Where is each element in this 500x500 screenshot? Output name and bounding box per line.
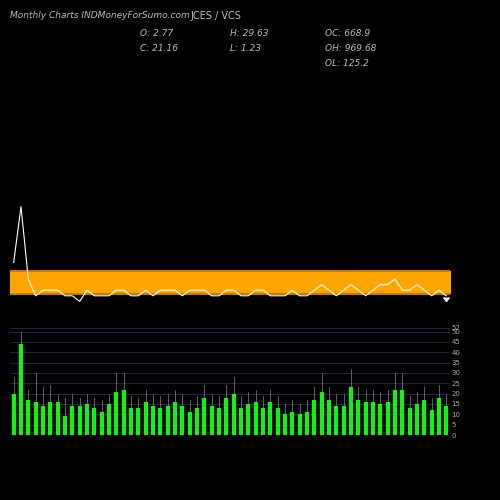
Bar	[34, 402, 38, 435]
Bar	[408, 408, 412, 435]
Bar	[63, 416, 67, 435]
Bar	[210, 406, 214, 435]
Bar	[85, 404, 89, 435]
Text: OH: 969.68: OH: 969.68	[325, 44, 376, 53]
Bar	[312, 400, 316, 435]
Bar	[356, 400, 360, 435]
Bar	[239, 408, 243, 435]
Bar	[202, 398, 206, 435]
Text: O: 2.77: O: 2.77	[140, 29, 173, 38]
Text: H: 29.63: H: 29.63	[230, 29, 268, 38]
Bar	[122, 390, 126, 435]
Text: OC: 668.9: OC: 668.9	[325, 29, 370, 38]
Bar	[41, 406, 45, 435]
Bar	[48, 402, 52, 435]
Bar	[400, 390, 404, 435]
Text: L: 1.23: L: 1.23	[230, 44, 261, 53]
Bar	[415, 404, 419, 435]
Bar	[129, 408, 133, 435]
Bar	[298, 414, 302, 435]
Bar	[12, 394, 16, 435]
Text: C: 21.16: C: 21.16	[140, 44, 178, 53]
Bar	[349, 388, 353, 435]
Bar	[371, 402, 375, 435]
Bar	[364, 402, 368, 435]
Bar	[224, 398, 228, 435]
Bar	[342, 406, 345, 435]
Bar	[166, 406, 170, 435]
Bar	[107, 404, 111, 435]
Bar	[290, 412, 294, 435]
Bar	[444, 406, 448, 435]
Bar	[327, 400, 331, 435]
Bar	[261, 408, 265, 435]
Bar	[320, 392, 324, 435]
Bar	[19, 344, 23, 435]
Bar	[144, 402, 148, 435]
Bar	[334, 406, 338, 435]
Bar	[386, 402, 390, 435]
Bar	[70, 406, 74, 435]
Bar	[217, 408, 221, 435]
Text: JCES / VCS: JCES / VCS	[190, 11, 241, 21]
Bar	[56, 402, 60, 435]
Bar	[100, 412, 103, 435]
Bar	[276, 408, 280, 435]
Bar	[158, 408, 162, 435]
Bar	[305, 412, 309, 435]
Bar	[437, 398, 441, 435]
Bar	[78, 406, 82, 435]
Bar	[393, 390, 397, 435]
Text: Monthly Charts INDMoneyForSumo.com: Monthly Charts INDMoneyForSumo.com	[10, 11, 190, 20]
Bar	[26, 400, 30, 435]
Text: OL: 125.2: OL: 125.2	[325, 59, 369, 68]
Bar	[430, 410, 434, 435]
Bar	[180, 406, 184, 435]
Bar	[195, 408, 199, 435]
Bar	[232, 394, 235, 435]
Bar	[173, 402, 177, 435]
Bar	[378, 404, 382, 435]
Bar	[188, 412, 192, 435]
Bar	[136, 408, 140, 435]
Bar	[268, 402, 272, 435]
Bar	[114, 392, 118, 435]
Bar	[283, 414, 287, 435]
Bar	[151, 406, 155, 435]
Bar	[254, 402, 258, 435]
Bar	[92, 408, 96, 435]
Bar	[246, 404, 250, 435]
Bar	[422, 400, 426, 435]
